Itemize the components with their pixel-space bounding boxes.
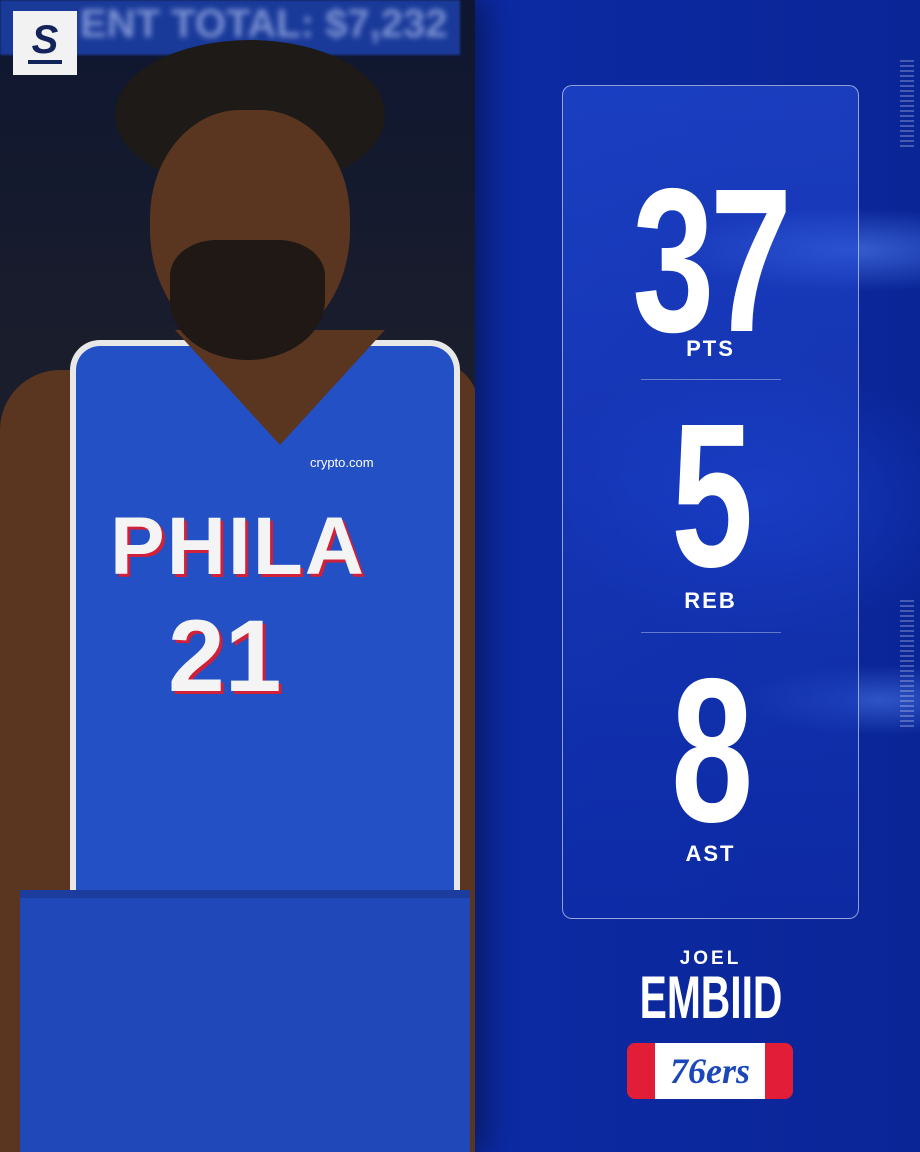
stat-value: 5 — [671, 381, 754, 610]
stats-card: 37 PTS 5 REB 8 AST — [562, 85, 859, 919]
player-last-name: EMBIID — [562, 968, 859, 1028]
brand-logo-letter: S — [31, 18, 59, 62]
jersey-sponsor: crypto.com — [310, 455, 374, 470]
decorative-pattern — [900, 600, 914, 730]
stat-label: PTS — [686, 336, 735, 361]
stat-label: AST — [685, 841, 736, 866]
player-photo: ENT TOTAL: $7,232 crypto.com PHILA 21 — [0, 0, 475, 1152]
jersey-wordmark: PHILA — [110, 501, 366, 592]
team-logo-text: 76ers — [655, 1043, 765, 1099]
player-shorts — [20, 890, 470, 1152]
team-logo: 76ers — [627, 1043, 793, 1099]
stat-points: 37 — [563, 158, 858, 363]
arena-banner-text: ENT TOTAL: $7,232 — [80, 2, 448, 46]
player-last-name-text: EMBIID — [639, 964, 782, 1031]
stat-rebounds: 5 — [563, 393, 858, 598]
decorative-pattern — [900, 60, 914, 150]
stat-value: 37 — [632, 146, 793, 375]
stat-label: REB — [684, 588, 737, 613]
jersey-number: 21 — [168, 599, 282, 713]
player-beard — [170, 240, 325, 360]
stat-assists: 8 — [563, 648, 858, 853]
divider — [641, 379, 781, 380]
player-first-name: JOEL — [679, 948, 742, 969]
stat-value: 8 — [671, 636, 754, 865]
divider — [641, 632, 781, 633]
brand-logo: S — [13, 11, 77, 75]
brand-logo-underline — [28, 60, 62, 64]
